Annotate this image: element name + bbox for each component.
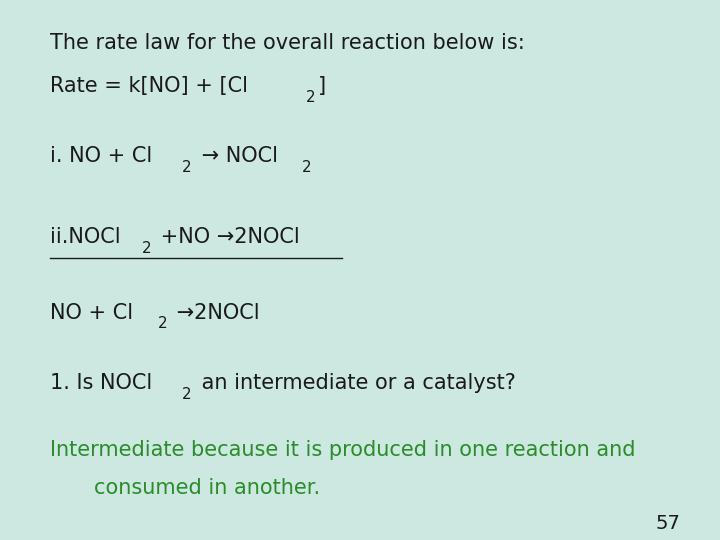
Text: Rate = k[NO] + [Cl: Rate = k[NO] + [Cl — [50, 76, 248, 96]
Text: 2: 2 — [182, 160, 192, 175]
Text: 57: 57 — [655, 514, 680, 533]
Text: NO + Cl: NO + Cl — [50, 302, 133, 322]
Text: 2: 2 — [302, 160, 312, 175]
Text: 2: 2 — [158, 316, 167, 332]
Text: ]: ] — [318, 76, 326, 96]
Text: +NO →2NOCl: +NO →2NOCl — [154, 227, 300, 247]
Text: 1. Is NOCl: 1. Is NOCl — [50, 373, 153, 393]
Text: i. NO + Cl: i. NO + Cl — [50, 146, 153, 166]
Text: → NOCl: → NOCl — [194, 146, 278, 166]
Text: Intermediate because it is produced in one reaction and: Intermediate because it is produced in o… — [50, 440, 636, 460]
Text: consumed in another.: consumed in another. — [94, 478, 320, 498]
Text: 2: 2 — [142, 241, 151, 256]
Text: 2: 2 — [182, 387, 192, 402]
Text: 2: 2 — [306, 90, 315, 105]
Text: The rate law for the overall reaction below is:: The rate law for the overall reaction be… — [50, 32, 525, 52]
Text: →2NOCl: →2NOCl — [170, 302, 260, 322]
Text: an intermediate or a catalyst?: an intermediate or a catalyst? — [194, 373, 516, 393]
Text: ii.NOCl: ii.NOCl — [50, 227, 121, 247]
